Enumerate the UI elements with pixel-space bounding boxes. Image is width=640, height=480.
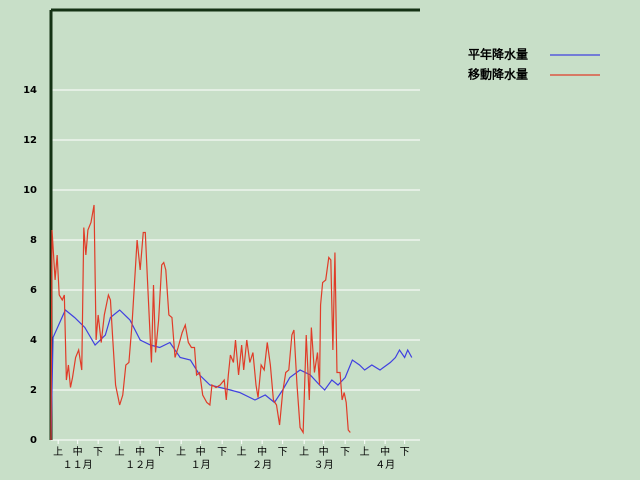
series-line xyxy=(50,204,351,441)
x-tick-label: 中 xyxy=(196,445,206,458)
month-label: ４月 xyxy=(375,459,395,471)
x-tick-label: 下 xyxy=(217,447,227,458)
x-tick-label: 中 xyxy=(319,445,329,458)
y-tick-label: 4 xyxy=(30,335,37,346)
x-tick-label: 上 xyxy=(299,446,309,458)
legend-label: 平年降水量 xyxy=(468,47,528,62)
month-label: ３月 xyxy=(314,459,334,471)
y-tick-label: 12 xyxy=(23,135,37,146)
x-tick-label: 上 xyxy=(115,446,125,458)
x-tick-label: 上 xyxy=(360,446,370,458)
x-tick-label: 中 xyxy=(257,445,267,458)
x-tick-label: 中 xyxy=(380,445,390,458)
month-label: １１月 xyxy=(63,459,93,471)
y-tick-label: 10 xyxy=(23,185,37,196)
y-tick-label: 2 xyxy=(30,385,37,396)
x-tick-label: 中 xyxy=(135,445,145,458)
x-tick-label: 中 xyxy=(73,445,83,458)
x-tick-label: 上 xyxy=(53,446,63,458)
x-tick-label: 下 xyxy=(93,447,103,458)
legend-label: 移動降水量 xyxy=(468,67,528,82)
x-tick-label: 下 xyxy=(400,447,410,458)
x-tick-label: 上 xyxy=(176,446,186,458)
x-tick-label: 下 xyxy=(155,447,165,458)
month-label: １月 xyxy=(191,459,211,471)
month-label: １２月 xyxy=(125,459,155,471)
y-tick-label: 0 xyxy=(30,435,37,446)
x-tick-label: 下 xyxy=(278,447,288,458)
month-label: ２月 xyxy=(252,459,272,471)
x-tick-label: 下 xyxy=(340,447,350,458)
y-tick-label: 6 xyxy=(30,285,37,296)
x-tick-label: 上 xyxy=(237,446,247,458)
y-tick-label: 8 xyxy=(30,235,37,246)
y-tick-label: 14 xyxy=(23,85,37,96)
